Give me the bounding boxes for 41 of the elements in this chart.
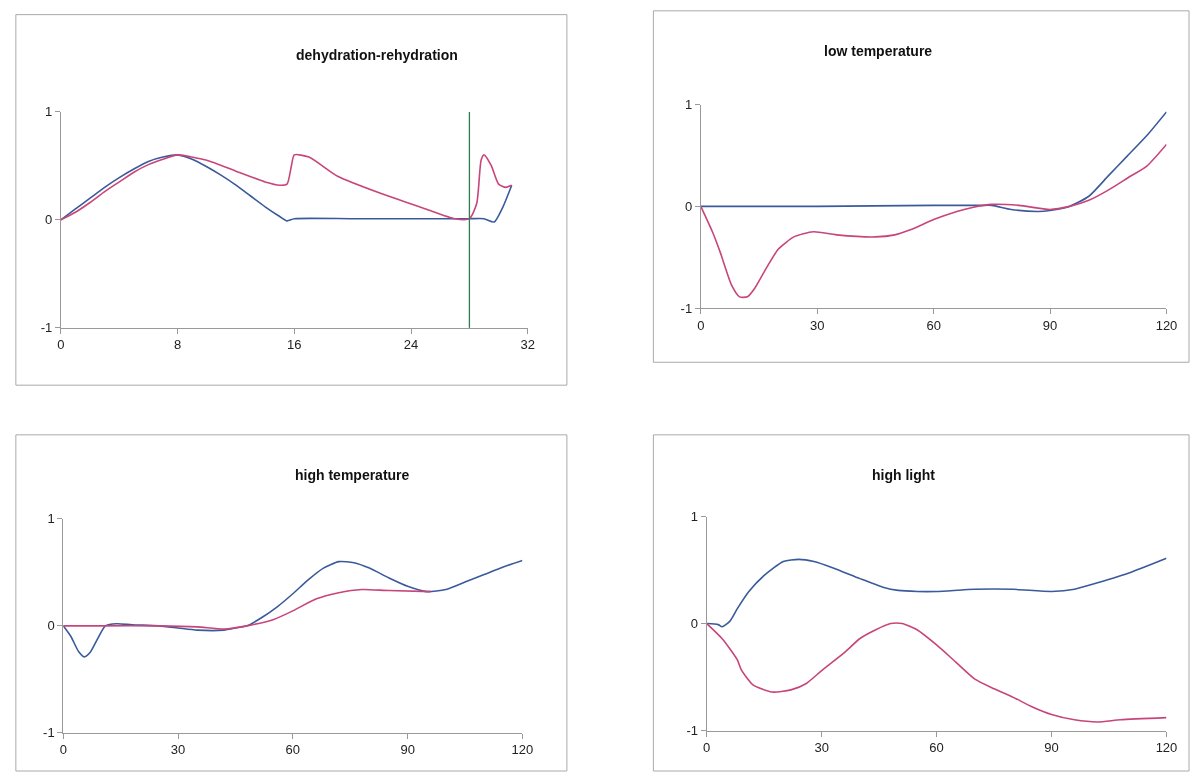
x-tick-label: 60 [285,742,301,758]
x-tick-label: 0 [59,742,67,758]
x-tick-label: 90 [1042,317,1058,333]
y-tick-label: 1 [47,511,55,527]
x-tick-label: 16 [287,337,302,353]
x-tick-label: 120 [1155,317,1178,333]
chart-title: high light [872,467,936,483]
line-series [700,111,1167,213]
x-tick-label: 120 [511,742,534,758]
x-tick-label: 32 [520,337,535,353]
x-tick-label: 24 [403,337,419,353]
x-tick-label: 60 [926,317,941,333]
line-series [700,143,1167,299]
x-tick-label: 30 [814,740,829,756]
x-tick-label: 0 [57,337,65,353]
y-tick-label: 1 [690,509,699,525]
y-tick-label: -1 [680,300,693,316]
x-tick-label: 90 [400,742,415,758]
y-tick-label: -1 [43,725,55,741]
y-tick-label: 0 [45,212,53,228]
line-series [63,588,432,630]
line-series [706,557,1167,628]
chart-title: high temperature [295,467,410,483]
y-tick-label: 0 [684,198,693,214]
x-tick-label: 30 [809,317,825,333]
x-tick-label: 0 [703,740,711,756]
y-tick-label: 1 [45,104,53,120]
chart-title: dehydration-rehydration [296,47,458,63]
y-tick-label: 0 [690,616,699,632]
y-tick-label: -1 [686,723,699,739]
y-tick-label: 1 [684,97,693,113]
x-tick-label: 60 [929,740,944,756]
x-tick-label: 30 [170,742,186,758]
line-series [706,622,1167,723]
y-tick-label: 0 [47,618,55,634]
x-tick-label: 120 [1155,740,1178,756]
y-tick-label: -1 [40,320,53,336]
line-series [63,559,523,658]
chart-title: low temperature [824,43,933,59]
x-tick-label: 90 [1044,740,1059,756]
x-tick-label: 8 [173,337,182,353]
